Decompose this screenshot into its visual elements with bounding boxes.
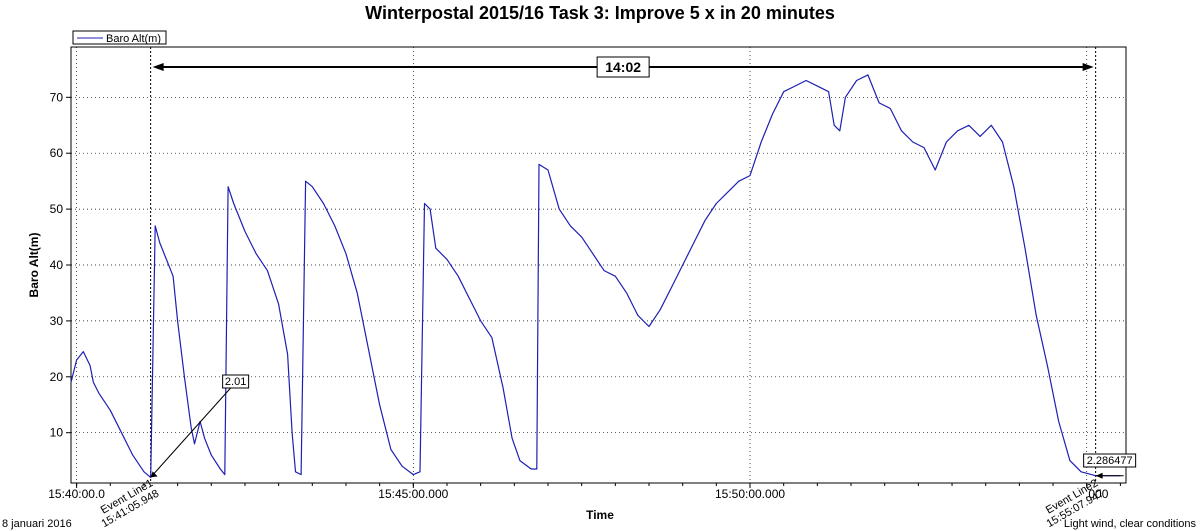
chart-title: Winterpostal 2015/16 Task 3: Improve 5 x… [365, 3, 835, 23]
duration-arrow-right-icon [1082, 63, 1094, 71]
value-label-2-arrow-icon [1095, 472, 1103, 479]
value-labels: 2.01 2.286477 [150, 374, 1137, 479]
y-tick-label-30: 30 [50, 314, 64, 328]
duration-label-box [596, 56, 650, 78]
x-axis-ticks: 15:40:00.0 15:45:00.000 15:50:00.000 .000 [48, 483, 1121, 501]
x-tick-label-1: 15:45:00.000 [378, 487, 448, 501]
y-axis-label: Baro Alt(m) [27, 233, 41, 298]
event-line-1-label: Event Line115:41:05.948 [93, 477, 161, 530]
event-lines: Event Line115:41:05.948 Event Line215:55:… [93, 47, 1106, 530]
x-axis-label: Time [586, 508, 614, 522]
y-tick-label-50: 50 [50, 202, 64, 216]
value-label-1-box [222, 374, 250, 389]
x-tick-label-0: 15:40:00.0 [48, 487, 105, 501]
footer-date: 8 januari 2016 [2, 518, 72, 530]
legend-label: Baro Alt(m) [106, 33, 161, 45]
duration-label: 14:02 [605, 59, 641, 75]
value-label-2-box [1083, 453, 1137, 468]
footer-conditions: Light wind, clear conditions [1064, 518, 1197, 530]
value-label-1: 2.01 [225, 376, 246, 388]
value-label-1-arrow-icon [150, 471, 158, 478]
y-tick-label-10: 10 [50, 426, 64, 440]
y-tick-label-60: 60 [50, 146, 64, 160]
x-tick-label-2: 15:50:00.000 [715, 487, 785, 501]
series-baro-alt-line [70, 74, 1121, 478]
legend: Baro Alt(m) [72, 30, 167, 45]
value-label-2: 2.286477 [1087, 455, 1133, 467]
y-tick-label-20: 20 [50, 370, 64, 384]
value-label-1-leader [150, 387, 232, 478]
grid [71, 47, 1126, 483]
duration-arrow-left-icon [152, 63, 164, 71]
legend-box [72, 30, 167, 45]
x-tick-label-3: .000 [1085, 487, 1109, 501]
duration-indicator: 14:02 [152, 56, 1094, 78]
y-tick-label-40: 40 [50, 258, 64, 272]
y-axis-ticks: 10 20 30 40 50 60 70 [50, 90, 71, 440]
y-tick-label-70: 70 [50, 90, 64, 104]
